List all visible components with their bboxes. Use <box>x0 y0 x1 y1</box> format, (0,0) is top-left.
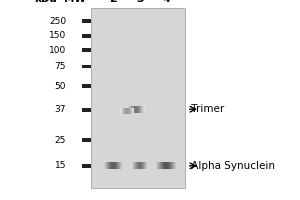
Text: 2: 2 <box>110 0 117 4</box>
Bar <box>82 19 91 23</box>
Text: 3: 3 <box>136 0 143 4</box>
Text: 37: 37 <box>55 105 66 114</box>
Bar <box>91 8 185 188</box>
Text: kDa: kDa <box>34 0 57 4</box>
Text: 250: 250 <box>49 17 66 26</box>
Bar <box>82 65 91 68</box>
Text: 50: 50 <box>55 82 66 91</box>
Bar <box>82 164 91 168</box>
Text: 75: 75 <box>55 62 66 71</box>
Bar <box>82 48 91 52</box>
Text: 15: 15 <box>55 161 66 170</box>
Bar <box>82 108 91 112</box>
Bar <box>82 34 91 38</box>
Text: 25: 25 <box>55 136 66 145</box>
Text: Alpha Synuclein: Alpha Synuclein <box>188 161 275 171</box>
Text: 100: 100 <box>49 46 66 55</box>
Text: Trimer: Trimer <box>188 104 224 114</box>
Text: 150: 150 <box>49 31 66 40</box>
Text: 4: 4 <box>162 0 170 4</box>
Text: MW: MW <box>64 0 86 4</box>
Bar <box>82 138 91 142</box>
Bar <box>82 84 91 88</box>
